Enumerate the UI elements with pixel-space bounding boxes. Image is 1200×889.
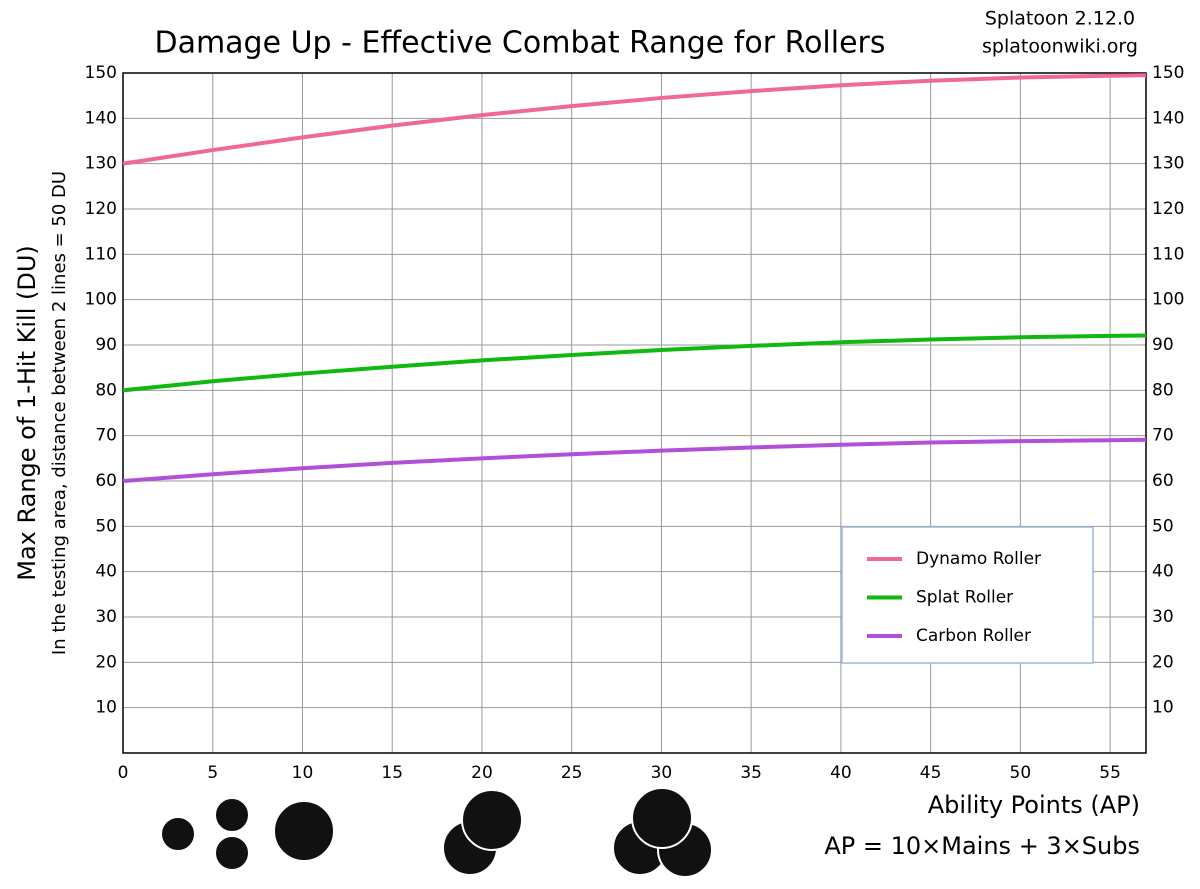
version-note: Splatoon 2.12.0 bbox=[985, 8, 1135, 30]
y2-tick-label: 150 bbox=[1152, 63, 1184, 83]
x-tick-label: 40 bbox=[830, 763, 852, 783]
series-line bbox=[122, 73, 1147, 166]
x-tick-label: 0 bbox=[118, 763, 129, 783]
x-axis-label: Ability Points (AP) bbox=[928, 791, 1140, 819]
y-axis-label: Max Range of 1-Hit Kill (DU) bbox=[13, 245, 41, 581]
x-tick-label: 20 bbox=[471, 763, 493, 783]
y-tick-label: 90 bbox=[95, 335, 117, 355]
y-tick-label: 10 bbox=[95, 698, 117, 718]
x-tick-label: 50 bbox=[1010, 763, 1032, 783]
legend-box bbox=[841, 526, 1094, 664]
y-tick-label: 110 bbox=[85, 244, 117, 264]
series-line bbox=[122, 333, 1147, 393]
x-tick-label: 10 bbox=[292, 763, 314, 783]
y-tick-label: 150 bbox=[85, 63, 117, 83]
y2-tick-label: 10 bbox=[1152, 698, 1174, 718]
plot-frame bbox=[122, 72, 1147, 754]
y2-tick-label: 30 bbox=[1152, 607, 1174, 627]
y-tick-label: 100 bbox=[85, 290, 117, 310]
y-tick-label: 130 bbox=[85, 154, 117, 174]
y-tick-label: 60 bbox=[95, 471, 117, 491]
y2-tick-label: 90 bbox=[1152, 335, 1174, 355]
y-tick-label: 70 bbox=[95, 426, 117, 446]
y2-tick-label: 110 bbox=[1152, 244, 1184, 264]
x-tick-label: 5 bbox=[207, 763, 218, 783]
y2-tick-label: 70 bbox=[1152, 426, 1174, 446]
y-tick-label: 80 bbox=[95, 380, 117, 400]
legend-label: Carbon Roller bbox=[916, 626, 1031, 646]
y2-tick-label: 100 bbox=[1152, 290, 1184, 310]
legend-label: Splat Roller bbox=[916, 588, 1013, 608]
y-tick-label: 40 bbox=[95, 562, 117, 582]
y2-tick-label: 60 bbox=[1152, 471, 1174, 491]
y2-tick-label: 120 bbox=[1152, 199, 1184, 219]
y2-tick-label: 50 bbox=[1152, 516, 1174, 536]
y2-tick-label: 20 bbox=[1152, 652, 1174, 672]
x-tick-label: 45 bbox=[920, 763, 942, 783]
y-tick-label: 30 bbox=[95, 607, 117, 627]
y2-tick-label: 40 bbox=[1152, 562, 1174, 582]
x-tick-label: 15 bbox=[381, 763, 403, 783]
y-axis-sublabel: In the testing area, distance between 2 … bbox=[49, 171, 70, 655]
chart-title: Damage Up - Effective Combat Range for R… bbox=[154, 26, 885, 61]
ability-icons bbox=[160, 787, 713, 878]
y2-tick-label: 130 bbox=[1152, 154, 1184, 174]
x-tick-label: 25 bbox=[561, 763, 583, 783]
legend-label: Dynamo Roller bbox=[916, 549, 1041, 569]
x-tick-label: 30 bbox=[651, 763, 673, 783]
y-tick-label: 120 bbox=[85, 199, 117, 219]
source-note: splatoonwiki.org bbox=[982, 36, 1138, 58]
x-axis-sublabel: AP = 10×Mains + 3×Subs bbox=[824, 832, 1140, 860]
y2-tick-label: 80 bbox=[1152, 380, 1174, 400]
x-tick-label: 55 bbox=[1099, 763, 1121, 783]
series-line bbox=[122, 437, 1147, 483]
y-tick-label: 50 bbox=[95, 516, 117, 536]
x-tick-label: 35 bbox=[740, 763, 762, 783]
y-tick-label: 20 bbox=[95, 652, 117, 672]
y-tick-label: 140 bbox=[85, 108, 117, 128]
y2-tick-label: 140 bbox=[1152, 108, 1184, 128]
